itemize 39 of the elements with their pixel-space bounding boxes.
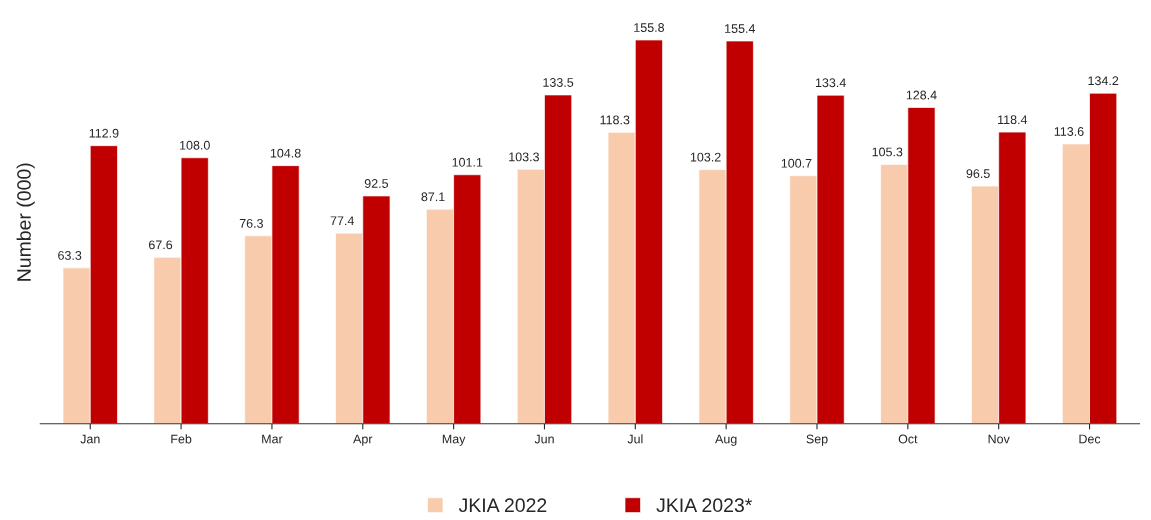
x-tick-label: Jun (534, 434, 554, 444)
data-label: 77.4 (330, 216, 355, 225)
y-axis-title: Number (000) (16, 163, 35, 281)
x-tick-label: Mar (262, 434, 283, 444)
data-label: 113.6 (1054, 127, 1084, 136)
data-label: 96.5 (966, 169, 990, 179)
data-label: 104.8 (270, 148, 301, 158)
data-label: 105.3 (872, 147, 903, 157)
x-tick-label: Jan (80, 434, 100, 444)
x-tick-label: Sep (806, 434, 828, 446)
x-tick-label: Jul (627, 434, 643, 444)
data-label: 87.1 (421, 192, 445, 202)
x-tick-label: Feb (171, 434, 192, 444)
data-label: 101.1 (452, 157, 483, 167)
data-label: 133.4 (815, 78, 846, 88)
x-tick-label: Dec (1079, 434, 1101, 444)
legend-label: JKIA 2022 (458, 498, 547, 513)
x-tick-label: May (442, 434, 466, 446)
data-label: 103.2 (690, 152, 721, 162)
data-label: 108.0 (180, 140, 210, 150)
legend-label: JKIA 2023* (656, 498, 753, 513)
data-label: 118.4 (998, 115, 1028, 125)
data-label: 103.3 (509, 152, 539, 162)
data-label: 134.2 (1088, 76, 1119, 86)
data-label: 92.5 (364, 179, 389, 188)
x-tick-label: Nov (988, 434, 1010, 444)
x-tick-label: Aug (715, 434, 737, 446)
data-label: 100.7 (781, 158, 812, 168)
data-label: 118.3 (600, 115, 630, 125)
data-label: 155.4 (725, 24, 756, 33)
data-label: 76.3 (239, 218, 263, 228)
data-label: 63.3 (58, 250, 82, 260)
x-tick-label: Oct (898, 434, 918, 444)
data-label: 67.6 (148, 240, 173, 250)
x-tick-label: Apr (353, 434, 373, 446)
data-label: 128.4 (906, 90, 937, 100)
data-label: 133.5 (543, 78, 574, 87)
data-label: 155.8 (634, 23, 665, 32)
data-label: 112.9 (89, 128, 119, 138)
